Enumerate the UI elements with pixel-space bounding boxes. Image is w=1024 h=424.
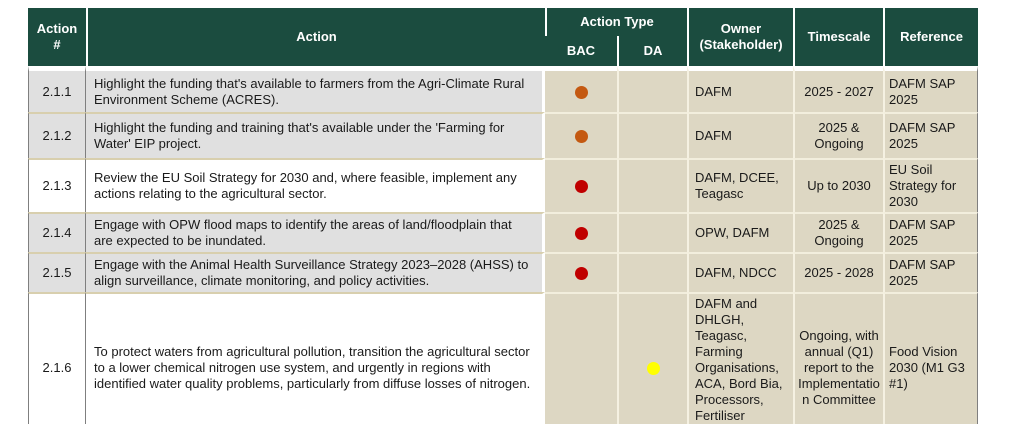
da-cell	[617, 158, 687, 212]
timescale-cell: 2025 & Ongoing	[793, 112, 883, 158]
action-number-cell: 2.1.6	[28, 292, 86, 424]
bac-status-dot	[574, 227, 588, 241]
table-body: 2.1.1 Highlight the funding that's avail…	[28, 66, 978, 424]
owner-cell: DAFM	[687, 66, 793, 112]
reference-cell: DAFM SAP 2025	[883, 112, 978, 158]
column-header-timescale: Timescale	[793, 8, 883, 66]
da-cell	[617, 252, 687, 292]
reference-cell: DAFM SAP 2025	[883, 212, 978, 252]
action-text-cell: Review the EU Soil Strategy for 2030 and…	[86, 158, 545, 212]
column-header-action-number: Action #	[28, 8, 86, 66]
action-number-cell: 2.1.4	[28, 212, 86, 252]
da-status-dot	[646, 362, 660, 376]
action-plan-table: Action # Action Action Type Owner (Stake…	[28, 8, 978, 424]
timescale-cell: Ongoing, with annual (Q1) report to the …	[793, 292, 883, 424]
column-header-da: DA	[617, 36, 687, 66]
action-number-cell: 2.1.5	[28, 252, 86, 292]
owner-cell: DAFM, NDCC	[687, 252, 793, 292]
timescale-cell: 2025 - 2028	[793, 252, 883, 292]
bac-status-dot	[574, 267, 588, 281]
bac-cell	[545, 112, 617, 158]
column-header-bac: BAC	[545, 36, 617, 66]
column-header-action: Action	[86, 8, 545, 66]
bac-cell	[545, 158, 617, 212]
column-header-action-type: Action Type	[545, 8, 687, 36]
action-number-cell: 2.1.1	[28, 66, 86, 112]
action-text-cell: Engage with the Animal Health Surveillan…	[86, 252, 545, 292]
table-row: 2.1.4 Engage with OPW flood maps to iden…	[28, 212, 978, 252]
action-text-cell: To protect waters from agricultural poll…	[86, 292, 545, 424]
timescale-cell: 2025 - 2027	[793, 66, 883, 112]
document-page: Action # Action Action Type Owner (Stake…	[0, 8, 1024, 424]
timescale-cell: Up to 2030	[793, 158, 883, 212]
da-cell	[617, 66, 687, 112]
table-row: 2.1.6 To protect waters from agricultura…	[28, 292, 978, 424]
owner-cell: OPW, DAFM	[687, 212, 793, 252]
bac-status-dot	[574, 180, 588, 194]
table-row: 2.1.2 Highlight the funding and training…	[28, 112, 978, 158]
owner-cell: DAFM and DHLGH, Teagasc, Farming Organis…	[687, 292, 793, 424]
reference-cell: Food Vision 2030 (M1 G3 #1)	[883, 292, 978, 424]
da-cell	[617, 292, 687, 424]
bac-cell	[545, 66, 617, 112]
column-header-owner: Owner (Stakeholder)	[687, 8, 793, 66]
bac-status-dot	[574, 85, 588, 99]
action-text-cell: Highlight the funding and training that'…	[86, 112, 545, 158]
owner-cell: DAFM, DCEE, Teagasc	[687, 158, 793, 212]
da-cell	[617, 212, 687, 252]
action-text-cell: Engage with OPW flood maps to identify t…	[86, 212, 545, 252]
bac-cell	[545, 252, 617, 292]
da-cell	[617, 112, 687, 158]
bac-cell	[545, 212, 617, 252]
action-number-cell: 2.1.3	[28, 158, 86, 212]
owner-cell: DAFM	[687, 112, 793, 158]
table-row: 2.1.3 Review the EU Soil Strategy for 20…	[28, 158, 978, 212]
table-row: 2.1.1 Highlight the funding that's avail…	[28, 66, 978, 112]
table-header: Action # Action Action Type Owner (Stake…	[28, 8, 978, 66]
bac-cell	[545, 292, 617, 424]
timescale-cell: 2025 & Ongoing	[793, 212, 883, 252]
table-row: 2.1.5 Engage with the Animal Health Surv…	[28, 252, 978, 292]
reference-cell: EU Soil Strategy for 2030	[883, 158, 978, 212]
reference-cell: DAFM SAP 2025	[883, 66, 978, 112]
column-header-reference: Reference	[883, 8, 978, 66]
action-number-cell: 2.1.2	[28, 112, 86, 158]
reference-cell: DAFM SAP 2025	[883, 252, 978, 292]
bac-status-dot	[574, 130, 588, 144]
action-text-cell: Highlight the funding that's available t…	[86, 66, 545, 112]
